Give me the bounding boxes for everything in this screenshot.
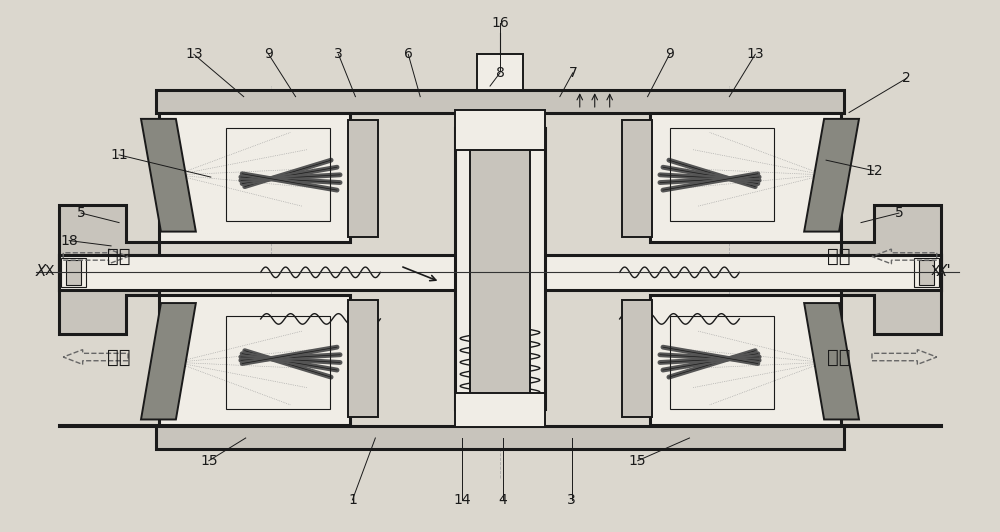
Text: 8: 8 — [496, 66, 504, 80]
Polygon shape — [156, 426, 844, 448]
Polygon shape — [61, 257, 86, 287]
Polygon shape — [622, 301, 652, 417]
Polygon shape — [804, 119, 859, 231]
Polygon shape — [477, 54, 523, 90]
Text: 4: 4 — [499, 493, 507, 507]
Polygon shape — [348, 120, 378, 237]
Polygon shape — [650, 113, 841, 242]
Text: 13: 13 — [746, 47, 764, 61]
Text: 5: 5 — [77, 206, 86, 220]
Polygon shape — [804, 303, 859, 419]
Text: 2: 2 — [902, 71, 911, 85]
Polygon shape — [66, 260, 81, 285]
Polygon shape — [141, 303, 196, 419]
Text: 5: 5 — [895, 206, 903, 220]
Text: 18: 18 — [60, 234, 78, 247]
Polygon shape — [59, 205, 159, 290]
Text: 7: 7 — [568, 66, 577, 80]
Polygon shape — [841, 425, 941, 426]
Text: 输送: 输送 — [827, 347, 851, 367]
Text: 14: 14 — [453, 493, 471, 507]
Polygon shape — [841, 205, 941, 290]
Text: 16: 16 — [491, 15, 509, 30]
Text: X': X' — [930, 264, 943, 278]
Polygon shape — [622, 120, 652, 237]
Text: 9: 9 — [264, 47, 273, 61]
Polygon shape — [159, 113, 350, 242]
Text: 抽吸: 抽吸 — [107, 247, 131, 266]
Text: 15: 15 — [200, 454, 218, 468]
Polygon shape — [156, 90, 844, 113]
Polygon shape — [919, 260, 934, 285]
Polygon shape — [455, 128, 545, 409]
Polygon shape — [914, 257, 939, 287]
Text: 15: 15 — [629, 454, 646, 468]
Text: 输送: 输送 — [107, 347, 131, 367]
Text: 12: 12 — [865, 164, 883, 178]
Text: X': X' — [936, 264, 951, 279]
Text: 6: 6 — [404, 47, 413, 61]
Polygon shape — [59, 425, 159, 426]
Text: 抽吸: 抽吸 — [827, 247, 851, 266]
Text: 9: 9 — [665, 47, 674, 61]
Polygon shape — [141, 119, 196, 231]
Polygon shape — [455, 110, 545, 149]
Text: 1: 1 — [348, 493, 357, 507]
Polygon shape — [470, 136, 530, 401]
Polygon shape — [348, 301, 378, 417]
Text: X: X — [36, 264, 47, 279]
Polygon shape — [59, 255, 159, 334]
Polygon shape — [841, 255, 941, 334]
Polygon shape — [159, 295, 350, 425]
Polygon shape — [59, 255, 941, 290]
Text: 11: 11 — [110, 148, 128, 162]
Text: 3: 3 — [334, 47, 343, 61]
Text: X: X — [45, 264, 54, 278]
Polygon shape — [650, 295, 841, 425]
Polygon shape — [455, 393, 545, 427]
Text: 13: 13 — [185, 47, 203, 61]
Text: 3: 3 — [567, 493, 576, 507]
